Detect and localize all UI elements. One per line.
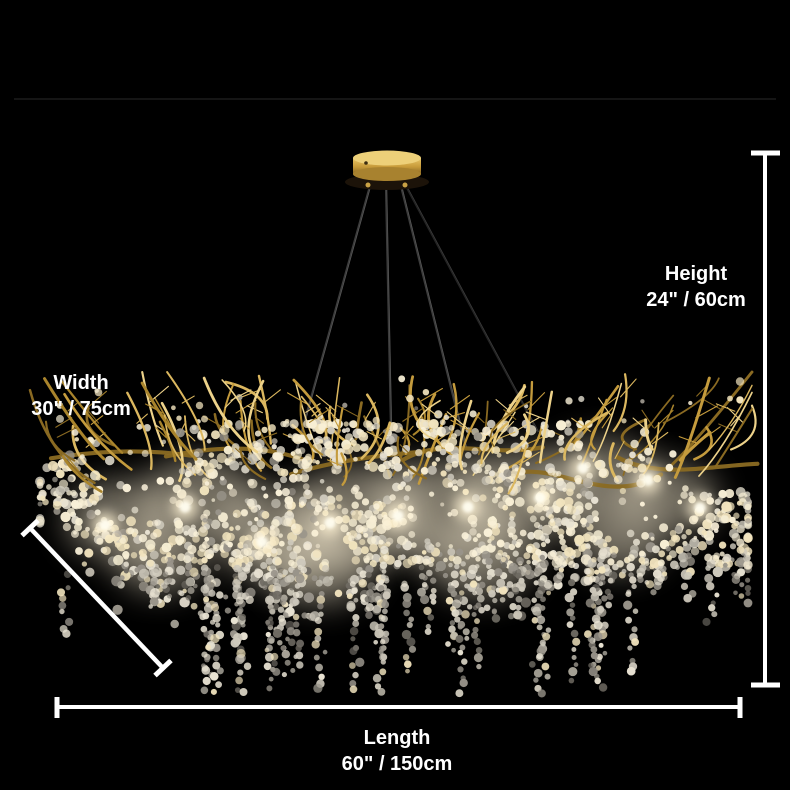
length-value: 60" / 150cm xyxy=(341,753,453,775)
length-dimension-line xyxy=(54,697,743,718)
width-value: 30" / 75cm xyxy=(31,398,131,420)
height-dimension-line xyxy=(751,150,780,688)
width-line-top-cap xyxy=(20,518,40,538)
length-label: Length xyxy=(363,727,431,749)
width-line-bottom-cap xyxy=(153,658,173,678)
width-line xyxy=(28,526,165,670)
length-dimension-label: Length 60" / 150cm xyxy=(342,725,453,777)
width-dimension-label: Width 30" / 75cm xyxy=(31,370,131,422)
height-value: 24" / 60cm xyxy=(646,289,746,311)
width-dimension-line xyxy=(20,518,173,678)
height-dimension-label: Height 24" / 60cm xyxy=(646,261,746,313)
height-label: Height xyxy=(664,263,728,285)
width-label: Width xyxy=(53,372,109,394)
